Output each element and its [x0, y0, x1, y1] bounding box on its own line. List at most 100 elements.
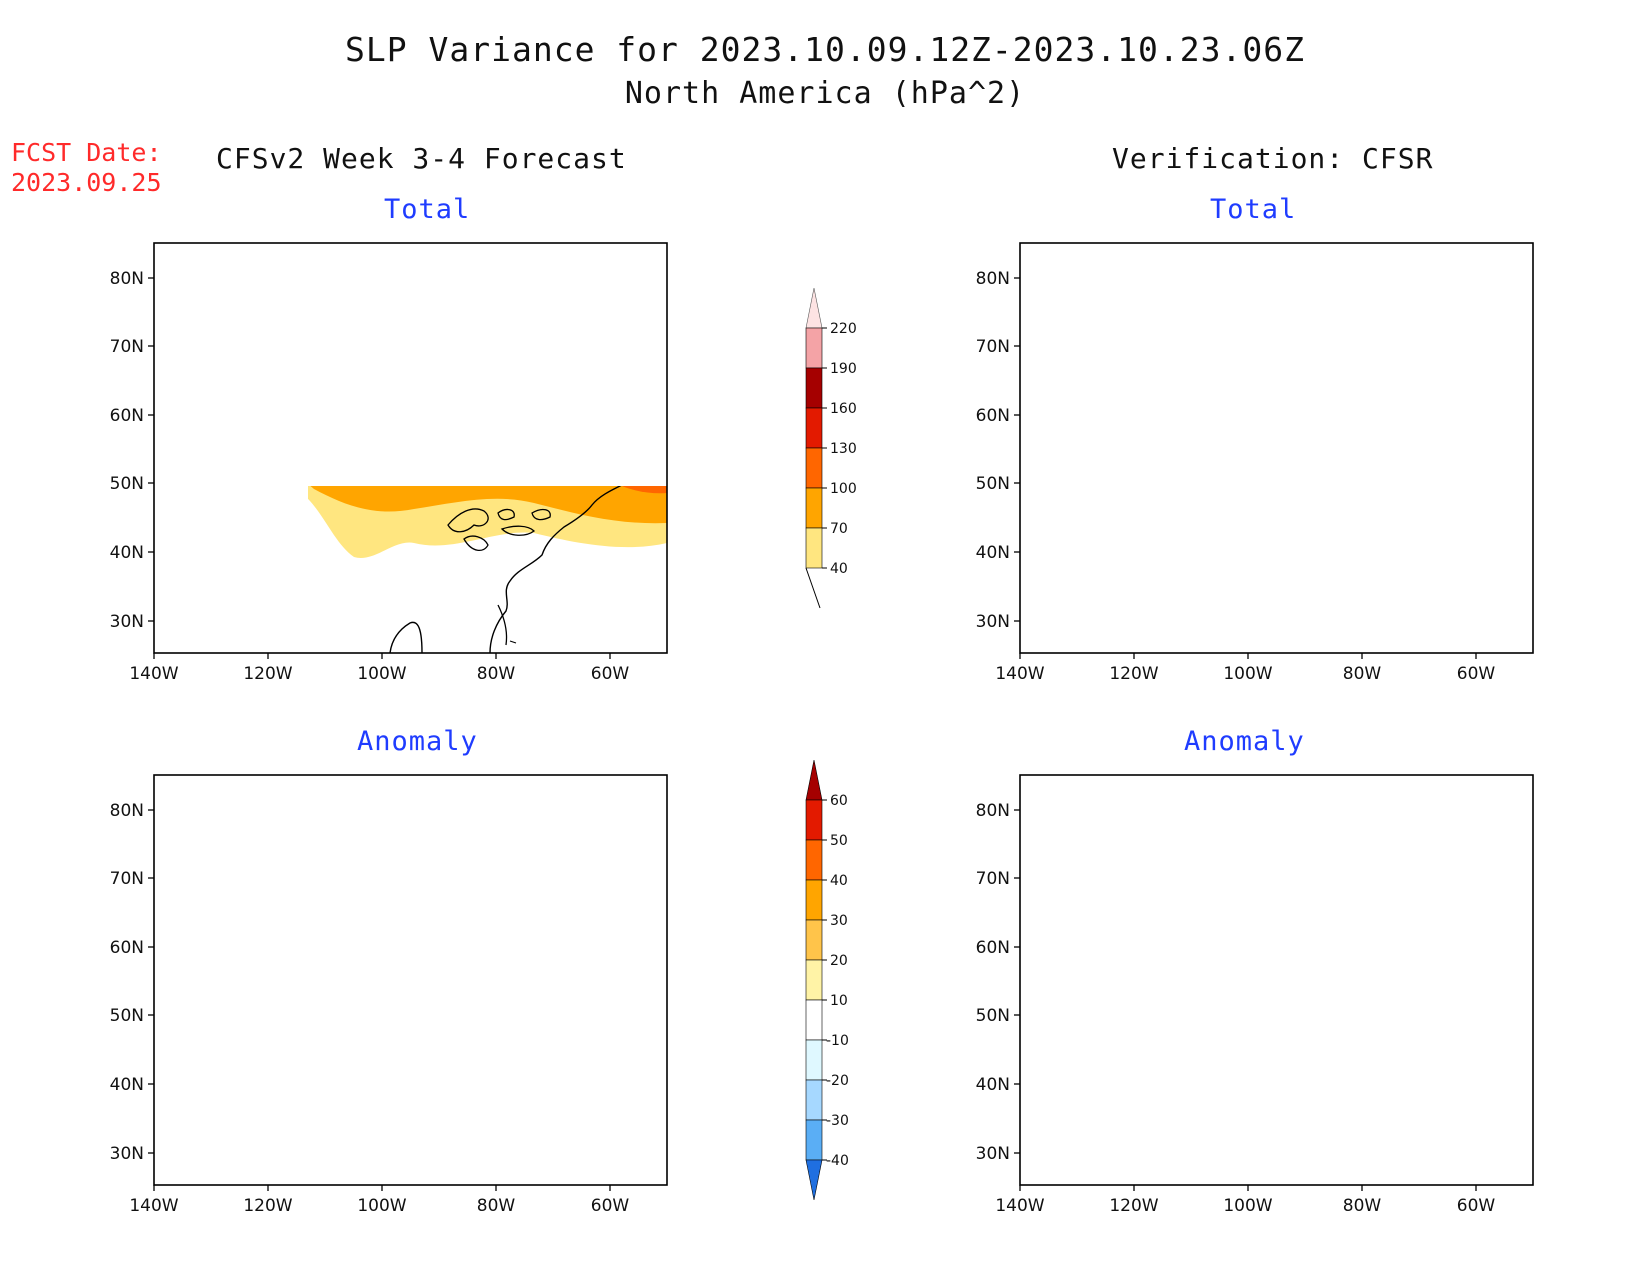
colorbar-anomaly: 60 50 40 30 20 10 -10 -20 -30 -40 [805, 759, 849, 1201]
lat-tick-label: 70N [110, 869, 144, 889]
lon-tick-label: 120W [1109, 1196, 1158, 1216]
lon-tick-label: 100W [357, 1196, 406, 1216]
colorbar-anomaly-label: -40 [826, 1153, 849, 1169]
colorbar-anomaly-label: 20 [830, 953, 848, 969]
colorbar-anomaly-label: 10 [830, 993, 848, 1009]
colorbar-total: 220 190 160 130 100 70 40 [805, 287, 857, 609]
lon-tick-label: 120W [1109, 664, 1158, 684]
lat-tick-label: 40N [976, 1075, 1010, 1095]
colorbar-total-label: 190 [830, 361, 857, 377]
colorbar-anomaly-swatch [805, 959, 823, 1001]
lat-tick-label: 80N [110, 801, 144, 821]
lat-tick-label: 40N [976, 543, 1010, 563]
lon-tick-label: 120W [243, 664, 292, 684]
colorbar-total-tail [805, 567, 821, 609]
lat-tick-label: 40N [110, 1075, 144, 1095]
panel-title-verification-total: Total [1210, 194, 1297, 225]
lon-tick-label: 80W [1343, 664, 1382, 684]
lon-tick-label: 120W [243, 1196, 292, 1216]
forecast-date-block: FCST Date: 2023.09.25 [11, 138, 162, 198]
lat-tick-label: 80N [976, 269, 1010, 289]
lon-tick-label: 60W [591, 1196, 630, 1216]
lon-tick-label: 140W [129, 1196, 178, 1216]
colorbar-total-swatch [805, 527, 823, 569]
lat-tick-label: 50N [976, 1006, 1010, 1026]
lat-tick-label: 50N [976, 474, 1010, 494]
lon-tick-label: 60W [1457, 664, 1496, 684]
forecast-date-label: FCST Date: [11, 138, 162, 167]
colorbar-anomaly-swatch [805, 919, 823, 961]
colorbar-anomaly-label: -10 [826, 1033, 849, 1049]
map-verification-total [1019, 242, 1534, 654]
lon-tick-label: 60W [591, 664, 630, 684]
lon-tick-label: 80W [1343, 1196, 1382, 1216]
colorbar-total-label: 220 [830, 321, 857, 337]
colorbar-anomaly-label: 40 [830, 873, 848, 889]
colorbar-anomaly-swatch [805, 1079, 823, 1121]
axes-layer: 80N 70N 60N 50N 40N 30N 140W 120W 100W 80W 60W 80N 7… [110, 269, 1496, 1216]
column-title-forecast: CFSv2 Week 3-4 Forecast [216, 142, 627, 175]
map-verification-anomaly [1019, 774, 1534, 1186]
lat-tick-label: 60N [110, 406, 144, 426]
colorbar-total-label: 160 [830, 401, 857, 417]
lat-tick-label: 60N [976, 406, 1010, 426]
colorbar-total-cap [805, 287, 823, 329]
colorbar-total-swatch [805, 487, 823, 529]
forecast-date-value: 2023.09.25 [11, 168, 162, 197]
colorbar-total-label: 70 [830, 521, 848, 537]
lon-tick-label: 140W [995, 1196, 1044, 1216]
lon-tick-label: 80W [477, 1196, 516, 1216]
colorbar-anomaly-swatch [805, 999, 823, 1041]
colorbar-anomaly-label: -20 [826, 1073, 849, 1089]
colorbar-total-label: 40 [830, 561, 848, 577]
lat-tick-label: 80N [976, 801, 1010, 821]
colorbar-total-label: 100 [830, 481, 857, 497]
colorbar-total-label: 130 [830, 441, 857, 457]
map-forecast-total [153, 242, 668, 654]
lon-tick-label: 140W [995, 664, 1044, 684]
colorbar-total-swatch [805, 367, 823, 409]
lat-tick-label: 70N [976, 337, 1010, 357]
colorbar-anomaly-swatch [805, 1039, 823, 1081]
colorbar-anomaly-label: 60 [830, 793, 848, 809]
map-forecast-anomaly [153, 774, 668, 1186]
colorbar-anomaly-swatch [805, 879, 823, 921]
lat-tick-label: 60N [976, 938, 1010, 958]
lon-tick-label: 100W [357, 664, 406, 684]
lat-tick-label: 70N [976, 869, 1010, 889]
colorbar-anomaly-swatch [805, 799, 823, 841]
lat-tick-label: 60N [110, 938, 144, 958]
column-title-verification: Verification: CFSR [1112, 142, 1434, 175]
lat-tick-label: 30N [110, 612, 144, 632]
colorbar-anomaly-cap-top [805, 759, 823, 801]
lon-tick-label: 100W [1223, 1196, 1272, 1216]
lon-tick-label: 80W [477, 664, 516, 684]
lat-tick-label: 30N [976, 1144, 1010, 1164]
colorbar-anomaly-swatch [805, 1119, 823, 1161]
colorbar-anomaly-label: 30 [830, 913, 848, 929]
colorbar-anomaly-label: 50 [830, 833, 848, 849]
colorbar-anomaly-cap-bottom [805, 1159, 823, 1201]
lon-tick-label: 60W [1457, 1196, 1496, 1216]
lat-tick-label: 80N [110, 269, 144, 289]
figure-subtitle: North America (hPa^2) [624, 76, 1026, 111]
colorbar-anomaly-label: -30 [826, 1113, 849, 1129]
lat-tick-label: 70N [110, 337, 144, 357]
lon-tick-label: 100W [1223, 664, 1272, 684]
lat-tick-label: 30N [976, 612, 1010, 632]
panel-title-forecast-total: Total [384, 194, 471, 225]
lat-tick-label: 40N [110, 543, 144, 563]
figure-title: SLP Variance for 2023.10.09.12Z-2023.10.… [345, 30, 1305, 69]
panel-title-forecast-anomaly: Anomaly [357, 726, 478, 757]
lat-tick-label: 30N [110, 1144, 144, 1164]
colorbar-total-swatch [805, 447, 823, 489]
lon-tick-label: 140W [129, 664, 178, 684]
colorbar-total-swatch [805, 407, 823, 449]
colorbar-total-swatch [805, 327, 823, 369]
panel-title-verification-anomaly: Anomaly [1184, 726, 1305, 757]
lat-tick-label: 50N [110, 474, 144, 494]
colorbar-anomaly-swatch [805, 839, 823, 881]
lat-tick-label: 50N [110, 1006, 144, 1026]
